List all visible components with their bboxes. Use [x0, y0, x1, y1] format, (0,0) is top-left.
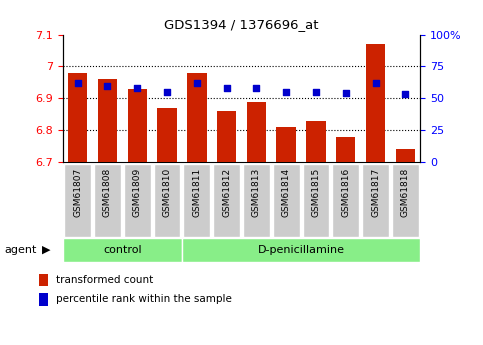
FancyBboxPatch shape — [362, 164, 389, 237]
Text: GSM61814: GSM61814 — [282, 168, 291, 217]
Bar — [157, 108, 177, 162]
Point — [282, 89, 290, 95]
Text: GSM61818: GSM61818 — [401, 168, 410, 217]
Bar — [217, 111, 236, 162]
Point — [133, 85, 141, 91]
Text: percentile rank within the sample: percentile rank within the sample — [56, 294, 232, 304]
Point — [401, 92, 409, 97]
Bar — [366, 44, 385, 162]
FancyBboxPatch shape — [302, 164, 329, 237]
Bar — [336, 137, 355, 162]
Text: GSM61813: GSM61813 — [252, 168, 261, 217]
Text: GSM61812: GSM61812 — [222, 168, 231, 217]
Text: GSM61816: GSM61816 — [341, 168, 350, 217]
FancyBboxPatch shape — [243, 164, 270, 237]
FancyBboxPatch shape — [154, 164, 181, 237]
Point — [163, 89, 171, 95]
Bar — [39, 274, 48, 286]
Text: ▶: ▶ — [42, 245, 50, 255]
Point — [193, 80, 201, 86]
Text: GSM61815: GSM61815 — [312, 168, 320, 217]
Text: D-penicillamine: D-penicillamine — [257, 245, 344, 255]
FancyBboxPatch shape — [182, 238, 420, 262]
FancyBboxPatch shape — [63, 238, 182, 262]
Point — [223, 85, 230, 91]
FancyBboxPatch shape — [332, 164, 359, 237]
FancyBboxPatch shape — [94, 164, 121, 237]
Text: GSM61808: GSM61808 — [103, 168, 112, 217]
Bar — [68, 73, 87, 162]
Text: GSM61817: GSM61817 — [371, 168, 380, 217]
Text: transformed count: transformed count — [56, 275, 153, 285]
Bar — [39, 293, 48, 306]
Bar — [247, 101, 266, 162]
Point — [312, 89, 320, 95]
Point — [372, 80, 380, 86]
Point — [253, 85, 260, 91]
Text: GSM61811: GSM61811 — [192, 168, 201, 217]
Title: GDS1394 / 1376696_at: GDS1394 / 1376696_at — [164, 18, 319, 31]
FancyBboxPatch shape — [273, 164, 299, 237]
Bar — [396, 149, 415, 162]
Text: agent: agent — [5, 245, 37, 255]
Bar — [187, 73, 207, 162]
FancyBboxPatch shape — [124, 164, 151, 237]
Point — [74, 80, 82, 86]
Text: GSM61810: GSM61810 — [163, 168, 171, 217]
Text: GSM61807: GSM61807 — [73, 168, 82, 217]
Bar — [98, 79, 117, 162]
Text: GSM61809: GSM61809 — [133, 168, 142, 217]
FancyBboxPatch shape — [213, 164, 240, 237]
Text: control: control — [103, 245, 142, 255]
FancyBboxPatch shape — [184, 164, 210, 237]
Point — [342, 90, 350, 96]
Bar — [276, 127, 296, 162]
Point — [104, 83, 112, 88]
Bar — [128, 89, 147, 162]
Bar — [306, 121, 326, 162]
FancyBboxPatch shape — [64, 164, 91, 237]
FancyBboxPatch shape — [392, 164, 419, 237]
